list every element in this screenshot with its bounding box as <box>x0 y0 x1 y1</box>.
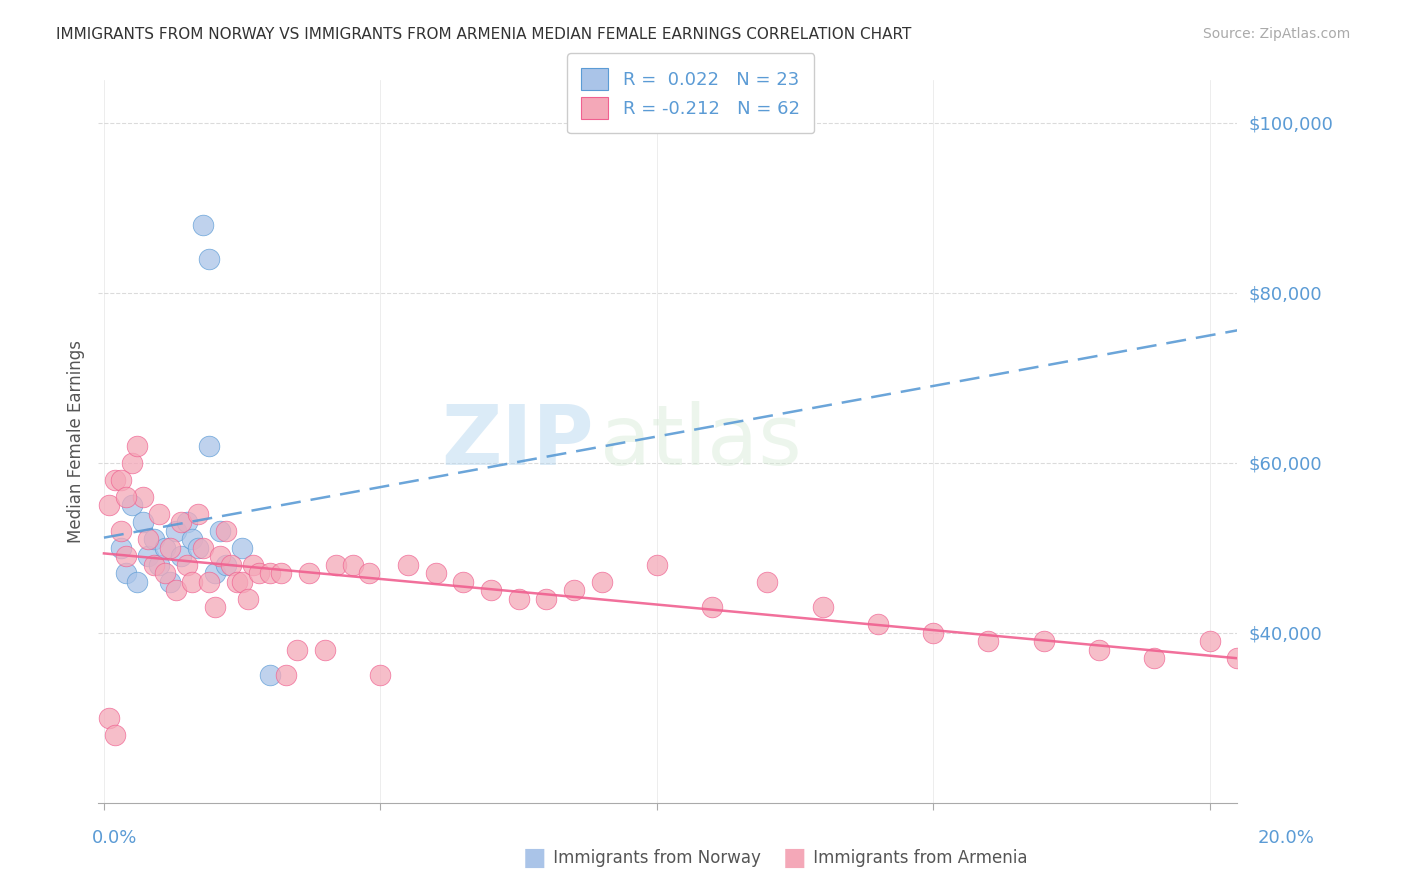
Point <box>562 583 585 598</box>
Point <box>159 541 181 555</box>
Point <box>297 566 319 581</box>
Legend: R =  0.022   N = 23, R = -0.212   N = 62: R = 0.022 N = 23, R = -0.212 N = 62 <box>567 54 814 133</box>
Point <box>170 516 193 530</box>
Point <box>115 549 138 564</box>
Point <box>176 558 198 572</box>
Point <box>115 490 138 504</box>
Point <box>247 566 270 581</box>
Point <box>98 498 121 512</box>
Point <box>193 541 215 555</box>
Point <box>1226 651 1249 665</box>
Point <box>1032 634 1054 648</box>
Point <box>198 574 221 589</box>
Point <box>270 566 292 581</box>
Point <box>165 524 187 538</box>
Point <box>1198 634 1220 648</box>
Y-axis label: Median Female Earnings: Median Female Earnings <box>66 340 84 543</box>
Point <box>121 498 143 512</box>
Point <box>110 541 132 555</box>
Point <box>276 668 298 682</box>
Point <box>104 728 127 742</box>
Point <box>219 558 242 572</box>
Point <box>148 558 170 572</box>
Point <box>127 574 149 589</box>
Point <box>811 600 834 615</box>
Point <box>98 711 121 725</box>
Point <box>198 439 221 453</box>
Point <box>198 252 221 266</box>
Point <box>159 574 181 589</box>
Point <box>756 574 779 589</box>
Point <box>479 583 502 598</box>
Text: Immigrants from Norway: Immigrants from Norway <box>548 849 761 867</box>
Point <box>181 574 204 589</box>
Point <box>170 549 193 564</box>
Point <box>127 439 149 453</box>
Point <box>204 566 226 581</box>
Point <box>153 541 176 555</box>
Point <box>209 549 232 564</box>
Point <box>104 473 127 487</box>
Point <box>231 574 253 589</box>
Point <box>187 541 209 555</box>
Text: Immigrants from Armenia: Immigrants from Armenia <box>808 849 1028 867</box>
Point <box>287 642 309 657</box>
Text: ■: ■ <box>523 847 546 870</box>
Point <box>236 591 259 606</box>
Point <box>534 591 557 606</box>
Text: ■: ■ <box>783 847 806 870</box>
Point <box>136 549 159 564</box>
Point <box>396 558 419 572</box>
Point <box>453 574 475 589</box>
Point <box>359 566 381 581</box>
Text: IMMIGRANTS FROM NORWAY VS IMMIGRANTS FROM ARMENIA MEDIAN FEMALE EARNINGS CORRELA: IMMIGRANTS FROM NORWAY VS IMMIGRANTS FRO… <box>56 27 911 42</box>
Point <box>242 558 264 572</box>
Text: 0.0%: 0.0% <box>91 829 136 847</box>
Point <box>645 558 668 572</box>
Point <box>193 218 215 232</box>
Point <box>325 558 347 572</box>
Point <box>204 600 226 615</box>
Text: ZIP: ZIP <box>441 401 593 482</box>
Point <box>700 600 723 615</box>
Point <box>209 524 232 538</box>
Point <box>1088 642 1111 657</box>
Point <box>136 533 159 547</box>
Point <box>142 533 165 547</box>
Point <box>181 533 204 547</box>
Point <box>214 558 236 572</box>
Point <box>922 625 945 640</box>
Point <box>866 617 889 632</box>
Point <box>148 507 170 521</box>
Point <box>165 583 187 598</box>
Text: Source: ZipAtlas.com: Source: ZipAtlas.com <box>1202 27 1350 41</box>
Point <box>259 668 281 682</box>
Point <box>591 574 613 589</box>
Point <box>110 524 132 538</box>
Point <box>115 566 138 581</box>
Point <box>214 524 236 538</box>
Text: 20.0%: 20.0% <box>1258 829 1315 847</box>
Text: atlas: atlas <box>599 401 801 482</box>
Point <box>425 566 447 581</box>
Point <box>342 558 364 572</box>
Point <box>142 558 165 572</box>
Point <box>131 490 153 504</box>
Point <box>231 541 253 555</box>
Point <box>314 642 336 657</box>
Point <box>187 507 209 521</box>
Point <box>153 566 176 581</box>
Point <box>225 574 247 589</box>
Point <box>1143 651 1166 665</box>
Point <box>977 634 1000 648</box>
Point <box>110 473 132 487</box>
Point <box>121 456 143 470</box>
Point <box>370 668 392 682</box>
Point <box>176 516 198 530</box>
Point <box>259 566 281 581</box>
Point <box>131 516 153 530</box>
Point <box>508 591 530 606</box>
